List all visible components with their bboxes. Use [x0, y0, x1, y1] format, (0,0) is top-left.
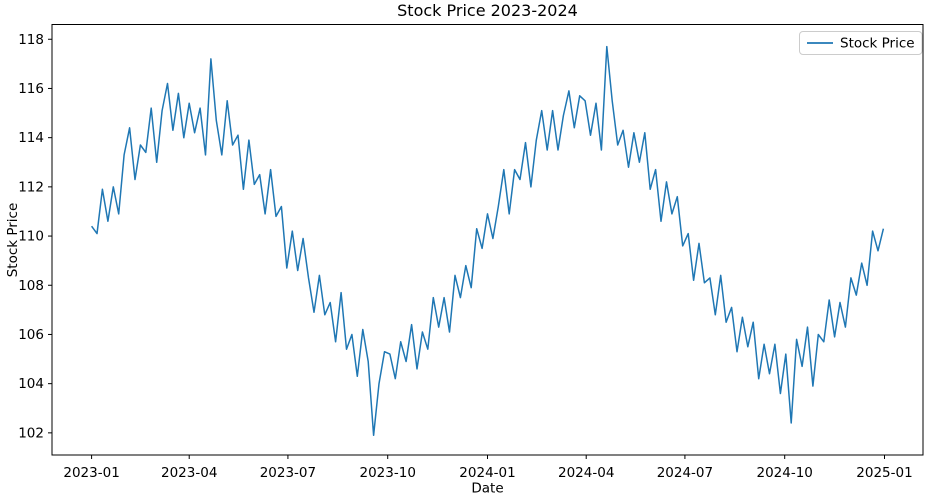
x-tick-label: 2023-07 [260, 465, 316, 481]
x-tick-label: 2025-01 [856, 465, 912, 481]
x-tick-label: 2024-07 [657, 465, 713, 481]
y-tick-label: 114 [18, 130, 44, 146]
y-tick-label: 116 [18, 81, 44, 97]
legend-box [799, 31, 923, 55]
x-tick-label: 2024-10 [756, 465, 812, 481]
legend-label: Stock Price [840, 36, 915, 52]
x-tick-label: 2024-04 [558, 465, 614, 481]
x-axis-ticks: 2023-01 2023-04 2023-07 2023-10 2024-01 2024-… [63, 455, 913, 481]
y-tick-label: 102 [18, 425, 44, 441]
chart-title: Stock Price 2023-2024 [397, 1, 578, 20]
y-tick-label: 112 [18, 179, 44, 195]
y-tick-label: 108 [18, 278, 44, 294]
x-tick-label: 2023-01 [63, 465, 119, 481]
y-tick-label: 118 [18, 32, 44, 48]
x-tick-label: 2024-01 [459, 465, 515, 481]
y-tick-label: 110 [18, 229, 44, 245]
series-line-stock-price [90, 45, 885, 437]
x-tick-label: 2023-04 [161, 465, 217, 481]
plot-area [52, 24, 923, 455]
legend: Stock Price [799, 31, 923, 55]
y-axis-title: Stock Price [5, 203, 21, 278]
x-tick-label: 2023-10 [360, 465, 416, 481]
y-tick-label: 106 [18, 327, 44, 343]
x-axis-title: Date [471, 481, 503, 497]
y-axis-ticks: 102 104 106 108 110 112 114 116 118 [18, 32, 52, 441]
y-tick-label: 104 [18, 376, 44, 392]
